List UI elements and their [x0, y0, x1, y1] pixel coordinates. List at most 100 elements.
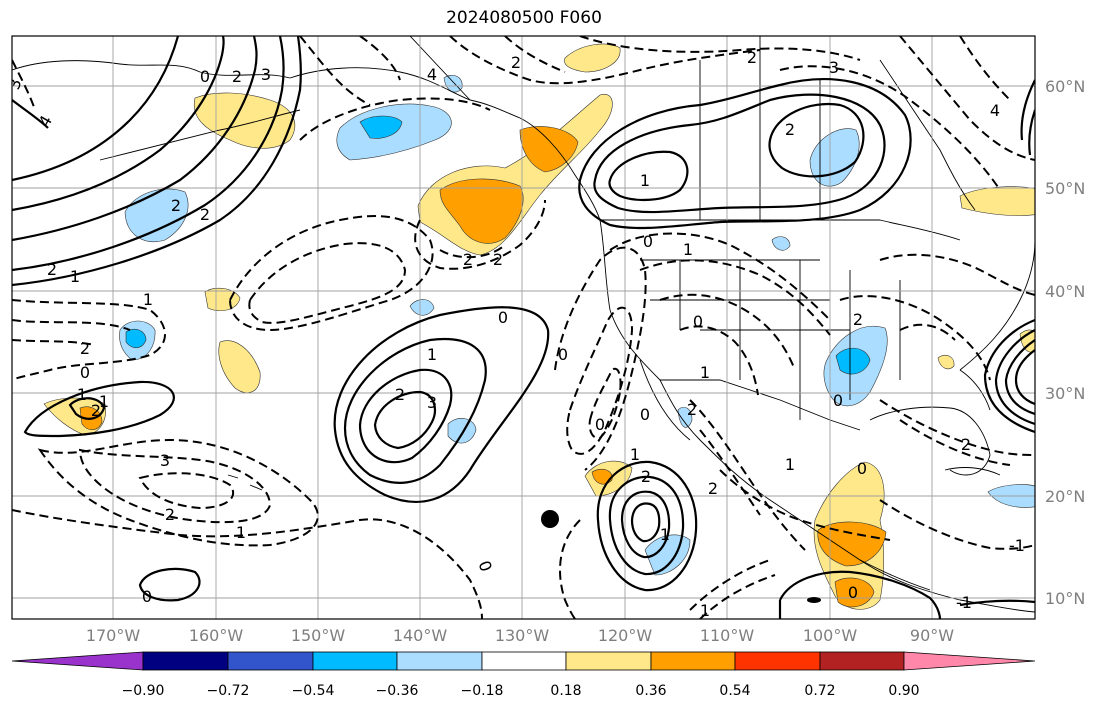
contour-label: -1: [1009, 536, 1025, 555]
contour-west-low-loop: [23, 380, 175, 438]
contour-label: 2: [232, 67, 242, 86]
dashed-20: [554, 246, 647, 471]
colorbar-bin: [734, 651, 821, 671]
contour-label: 3: [427, 393, 437, 412]
shade-lightblue-baja: [677, 407, 693, 428]
contour-label: 2: [708, 479, 718, 498]
lat-label: 60°N: [1045, 77, 1086, 96]
lon-label: 160°W: [188, 626, 244, 645]
contour-high-canada-3: [768, 102, 865, 178]
dashed-3: [12, 339, 96, 346]
dashed-4: [37, 438, 319, 547]
contour-label: 2: [200, 205, 210, 224]
contour-nw-5: [12, 36, 180, 182]
contour-south-loop: [138, 567, 201, 602]
lon-label: 110°W: [699, 626, 755, 645]
shade-lightblue-canada-high: [809, 128, 860, 187]
contour-label: 2: [80, 339, 90, 358]
lon-label: 140°W: [392, 626, 448, 645]
coast-baja: [639, 359, 691, 441]
colorbar-bin: [650, 651, 736, 671]
contour-east-high-3: [1004, 339, 1035, 416]
shade-yellow-central-small: [218, 340, 261, 393]
colorbar-extend-low: [11, 651, 144, 671]
colorbar-bin: [481, 651, 567, 671]
dashed-23: [609, 232, 831, 321]
dashed-5: [78, 448, 272, 524]
contour-label: 1: [427, 345, 437, 364]
dashed-26: [679, 325, 759, 396]
dashed-32: [879, 399, 1035, 456]
border-us-canada: [600, 219, 961, 241]
contour-label: 1: [630, 445, 640, 464]
contour-label: 0: [558, 345, 568, 364]
contour-mid-high-2: [343, 337, 487, 484]
contour-label: 2: [747, 48, 757, 67]
dashed-15: [779, 65, 1001, 191]
contour-nw-1: [12, 36, 302, 287]
contour-label: 1: [785, 455, 795, 474]
contour-east-high-4: [1014, 349, 1035, 406]
dashed-36: [879, 499, 1035, 550]
dashed-19: [439, 244, 506, 259]
coast-cuba: [944, 467, 1001, 476]
colorbar: [11, 651, 1036, 671]
contour-label: 2: [91, 401, 101, 420]
border-us-mexico: [660, 379, 861, 431]
dashed-8: [228, 215, 434, 332]
small-marker-south: [807, 597, 821, 603]
colorbar-tick-label: −0.90: [121, 683, 165, 699]
contour-label: 1: [143, 290, 153, 309]
contour-label: 2: [961, 435, 971, 454]
coast-east-us: [959, 239, 1035, 371]
contour-label: 0: [200, 67, 210, 86]
lon-label: 150°W: [290, 626, 346, 645]
contour-label: 0: [80, 363, 90, 382]
contour-high-canada-4: [608, 150, 689, 202]
contour-west-small: [68, 397, 106, 420]
contour-east-top-2: [1028, 109, 1035, 156]
lon-label: 100°W: [802, 626, 858, 645]
contour-label: 1: [640, 171, 650, 190]
contour-mexico-high-4: [630, 502, 661, 543]
shade-lightblue-west-high: [124, 188, 189, 242]
dashed-30: [699, 574, 776, 619]
contour-nw-2: [12, 36, 285, 272]
coast-hawaii: [227, 474, 263, 491]
colorbar-bin: [142, 651, 229, 671]
dashed-18: [414, 199, 546, 270]
lat-label: 50°N: [1045, 179, 1086, 198]
storm-position-dot: [541, 510, 559, 528]
dashed-38: [559, 519, 581, 619]
contour-label: 0: [693, 312, 703, 331]
contour-label: 2: [687, 400, 697, 419]
coast-siberia: [12, 60, 291, 79]
contour-east-high-1: [983, 318, 1035, 434]
dashed-2: [12, 319, 131, 331]
lat-label: 20°N: [1045, 487, 1086, 506]
colorbar-tick-label: −0.36: [375, 683, 419, 699]
contour-label: 0: [142, 587, 152, 606]
contour-south-east-loop: [778, 570, 942, 619]
dashed-17: [959, 36, 1011, 101]
contour-label: 1: [660, 525, 670, 544]
shade-lightblue-rockies: [771, 236, 791, 251]
colorbar-bin: [227, 651, 314, 671]
dashed-40: [12, 59, 36, 111]
shade-blue-texas: [835, 347, 871, 375]
contour-nw-6: [12, 99, 49, 129]
contour-east-top-1: [1020, 79, 1035, 141]
colorbar-tick-label: 0.36: [635, 683, 667, 699]
contour-mid-high-3: [358, 368, 453, 464]
colorbar-extend-high: [903, 651, 1036, 671]
contour-label: 0: [643, 232, 653, 251]
shade-lightblue-central-small: [409, 299, 435, 316]
coast-west-us: [599, 219, 1035, 613]
contour-label: 4: [990, 101, 1000, 120]
contour-label: 4: [427, 65, 437, 84]
contour-mexico-high-1: [596, 460, 698, 592]
colorbar-tick-label: −0.72: [206, 683, 250, 699]
colorbar-bin: [396, 651, 483, 671]
contour-label: 0: [595, 415, 605, 434]
